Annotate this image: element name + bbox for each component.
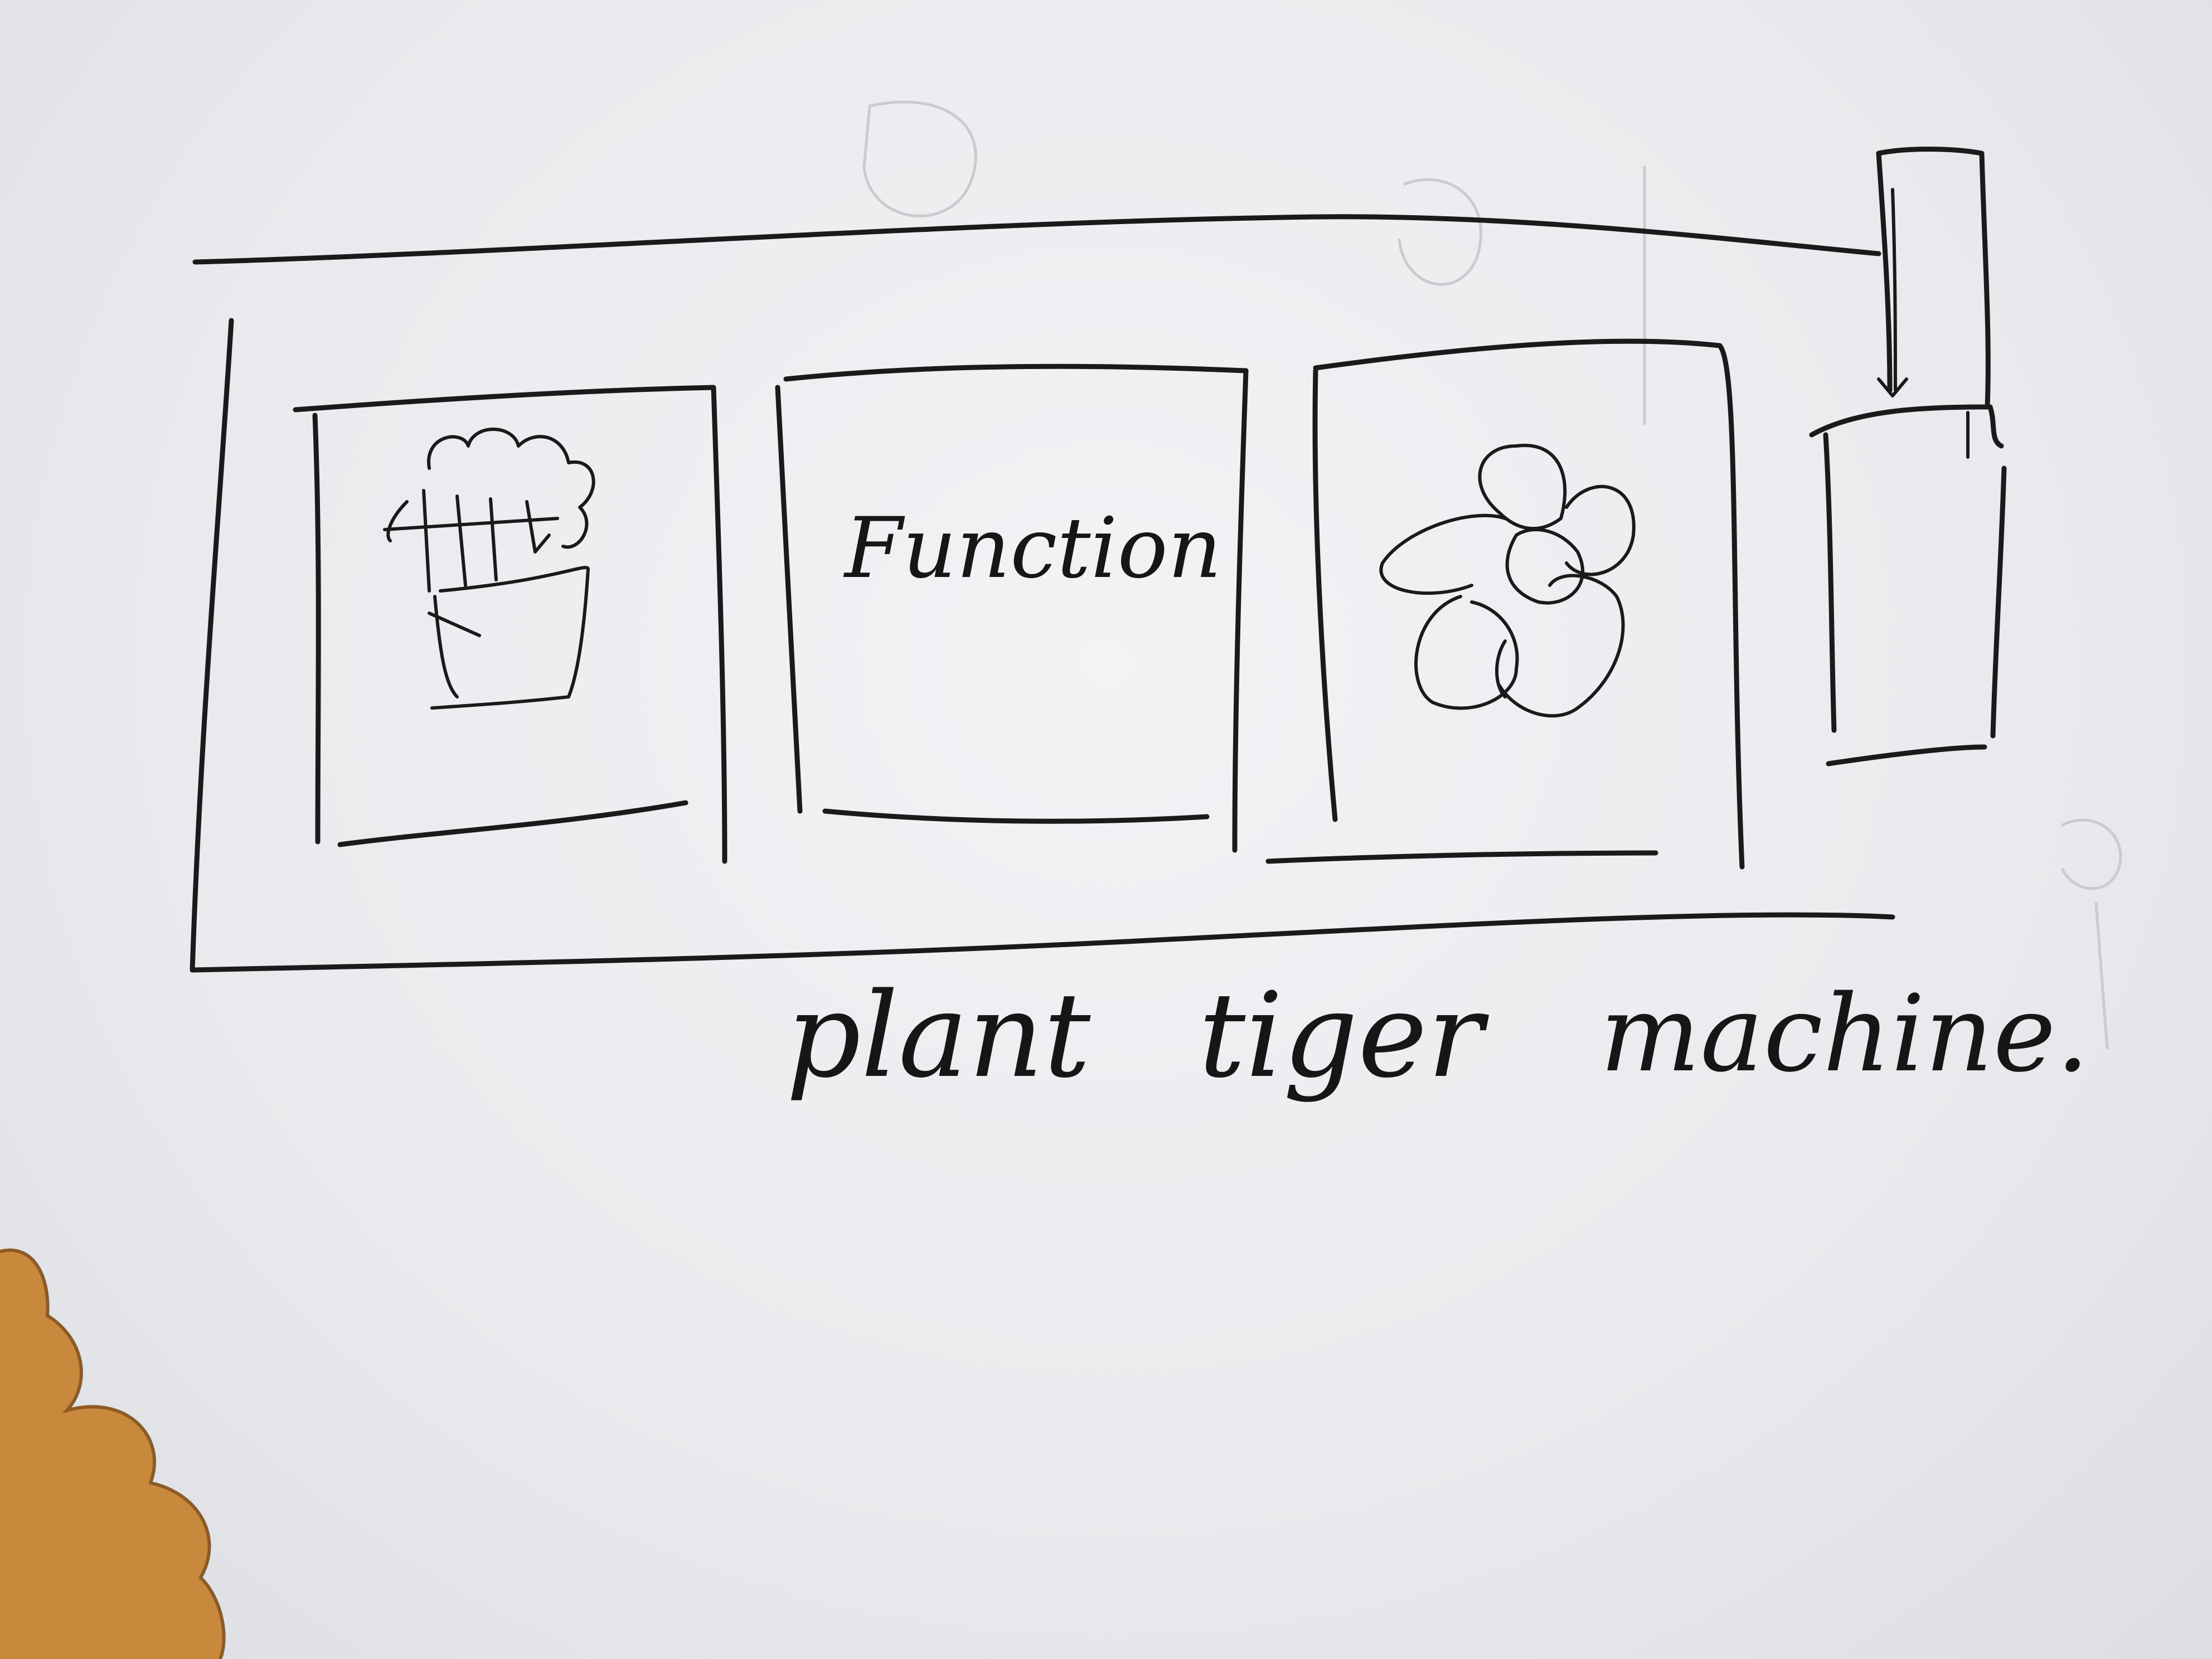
caption-tiger: tiger <box>1199 967 1489 1104</box>
function-label: Function <box>843 500 1221 597</box>
potted-plant-icon <box>383 428 595 710</box>
plant-card[interactable] <box>293 385 727 864</box>
function-card[interactable]: Function <box>775 363 1249 853</box>
caption-machine: machine. <box>1600 972 2089 1095</box>
scrollbar-thumb[interactable] <box>1876 147 1991 459</box>
next-card-peek[interactable] <box>1809 404 2007 767</box>
bleed-through-marks <box>862 100 2122 1050</box>
captions: plant tiger machine. <box>786 967 2089 1104</box>
flower-card[interactable] <box>1265 338 1745 870</box>
caption-plant: plant <box>786 967 1091 1104</box>
carousel-container <box>190 214 1895 973</box>
flower-icon <box>1379 444 1636 717</box>
